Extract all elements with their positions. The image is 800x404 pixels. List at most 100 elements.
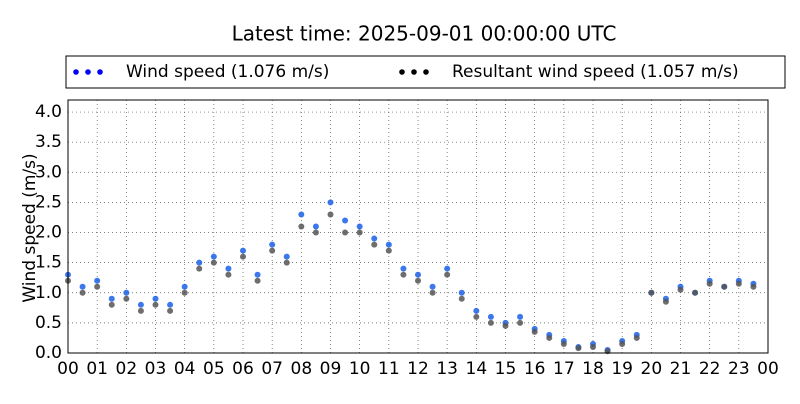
- data-point: [706, 280, 713, 287]
- data-point: [225, 271, 232, 278]
- data-point: [167, 301, 174, 308]
- x-tick-label: 17: [553, 359, 575, 379]
- data-point: [356, 223, 363, 230]
- data-point: [487, 319, 494, 326]
- data-point: [415, 271, 421, 278]
- data-point: [677, 286, 684, 293]
- data-point: [327, 211, 334, 218]
- data-point: [385, 247, 392, 254]
- data-point: [444, 271, 451, 278]
- data-point: [283, 253, 290, 260]
- x-tick-label: 10: [349, 359, 371, 379]
- data-point: [458, 289, 465, 296]
- data-point: [444, 265, 451, 272]
- data-point: [79, 289, 86, 296]
- x-tick-label: 19: [611, 359, 633, 379]
- y-tick-label: 4.0: [35, 102, 62, 122]
- data-point: [269, 241, 276, 248]
- data-point: [137, 301, 144, 308]
- data-point: [575, 345, 582, 352]
- data-point: [750, 283, 757, 290]
- data-point: [415, 277, 421, 284]
- data-point: [240, 253, 246, 260]
- data-point: [196, 265, 203, 272]
- data-point: [619, 340, 626, 347]
- x-tick-label: 01: [86, 359, 108, 379]
- x-tick-label: 22: [699, 359, 721, 379]
- data-point: [400, 271, 407, 278]
- x-tick-label: 04: [174, 359, 196, 379]
- x-tick-label: 11: [378, 359, 400, 379]
- data-point: [210, 259, 217, 266]
- data-point: [152, 295, 159, 302]
- data-point: [79, 283, 86, 290]
- data-point: [487, 313, 494, 320]
- data-point: [473, 313, 480, 320]
- data-point: [312, 223, 319, 230]
- x-tick-label: 16: [524, 359, 546, 379]
- y-tick-label: 2.0: [35, 223, 62, 243]
- data-point: [152, 301, 159, 308]
- y-tick-label: 0.0: [35, 343, 62, 363]
- data-point: [458, 295, 465, 302]
- data-point: [254, 277, 261, 284]
- data-point: [254, 271, 261, 278]
- data-point: [269, 247, 276, 254]
- data-point: [210, 253, 217, 260]
- x-tick-label: 13: [436, 359, 458, 379]
- legend-marker: [97, 69, 103, 75]
- data-point: [546, 334, 553, 341]
- data-point: [181, 289, 188, 296]
- x-tick-label: 08: [291, 359, 313, 379]
- data-point: [662, 298, 669, 305]
- chart-title: Latest time: 2025-09-01 00:00:00 UTC: [232, 22, 617, 46]
- data-point: [735, 280, 742, 287]
- x-tick-label: 23: [728, 359, 750, 379]
- data-point: [473, 307, 480, 314]
- x-tick-label: 00: [757, 359, 779, 379]
- data-point: [429, 289, 436, 296]
- data-point: [633, 334, 640, 341]
- data-point: [298, 223, 305, 230]
- x-tick-label: 03: [145, 359, 167, 379]
- data-point: [502, 322, 509, 329]
- data-point: [371, 235, 378, 242]
- data-point: [240, 247, 246, 254]
- data-point: [225, 265, 232, 272]
- data-point: [108, 295, 115, 302]
- data-point: [356, 229, 363, 236]
- x-tick-label: 05: [203, 359, 225, 379]
- y-tick-label: 1.5: [35, 253, 62, 273]
- data-point: [94, 277, 101, 284]
- x-tick-label: 07: [261, 359, 283, 379]
- data-point: [648, 289, 655, 296]
- plot-frame: [67, 99, 769, 354]
- x-tick-label: 18: [582, 359, 604, 379]
- y-tick-label: 2.5: [35, 192, 62, 212]
- data-point: [312, 229, 319, 236]
- data-point: [327, 199, 334, 206]
- data-point: [560, 340, 567, 347]
- x-tick-label: 09: [320, 359, 342, 379]
- legend-marker: [423, 69, 429, 75]
- x-tick-label: 00: [57, 359, 79, 379]
- x-tick-label: 14: [466, 359, 488, 379]
- data-point: [167, 307, 174, 314]
- data-point: [298, 211, 305, 218]
- y-tick-label: 1.0: [35, 283, 62, 303]
- legend-marker: [73, 69, 79, 75]
- y-axis-label: Wind speed (m/s): [20, 153, 40, 302]
- data-point: [123, 295, 130, 302]
- data-point: [400, 265, 407, 272]
- legend-label: Resultant wind speed (1.057 m/s): [452, 62, 739, 82]
- y-tick-label: 0.5: [35, 313, 62, 333]
- data-point: [531, 328, 538, 335]
- data-point: [108, 301, 115, 308]
- data-point: [371, 241, 378, 248]
- data-point: [590, 343, 596, 350]
- data-point: [692, 289, 699, 296]
- data-point: [137, 307, 144, 314]
- data-point: [429, 283, 436, 290]
- data-point: [385, 241, 392, 248]
